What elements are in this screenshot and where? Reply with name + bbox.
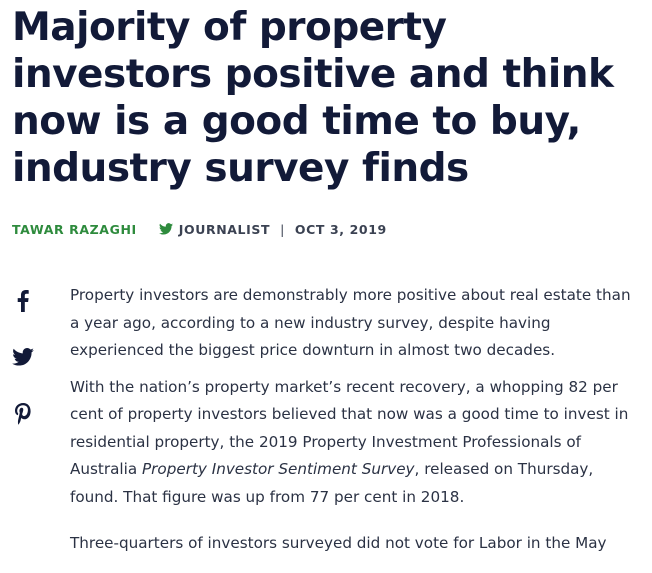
twitter-icon xyxy=(12,348,34,366)
byline: TAWAR RAZAGHI JOURNALIST | OCT 3, 2019 xyxy=(12,220,387,238)
facebook-icon xyxy=(17,290,29,312)
survey-title: Property Investor Sentiment Survey xyxy=(142,460,415,478)
author-role: JOURNALIST xyxy=(178,221,271,237)
paragraph-text: , released on Thursday, found. That figu… xyxy=(70,460,594,506)
article-body: Property investors are demonstrably more… xyxy=(70,282,642,567)
facebook-share-button[interactable] xyxy=(10,288,36,314)
pinterest-icon xyxy=(15,403,31,425)
article-paragraph: Three-quarters of investors surveyed did… xyxy=(70,534,607,552)
publish-date: OCT 3, 2019 xyxy=(294,221,387,237)
twitter-share-button[interactable] xyxy=(10,344,36,370)
paragraph-text: With the nation’s property market’s rece… xyxy=(70,377,629,479)
article-paragraph: Property investors are demonstrably more… xyxy=(70,286,631,359)
author-name-link[interactable]: TAWAR RAZAGHI xyxy=(12,221,137,237)
twitter-icon[interactable] xyxy=(158,223,173,235)
article-headline: Majority of property investors positive … xyxy=(12,5,614,191)
pinterest-share-button[interactable] xyxy=(10,401,36,427)
byline-separator: | xyxy=(280,221,285,237)
article-paragraph: With the nation’s property market’s rece… xyxy=(70,374,642,512)
